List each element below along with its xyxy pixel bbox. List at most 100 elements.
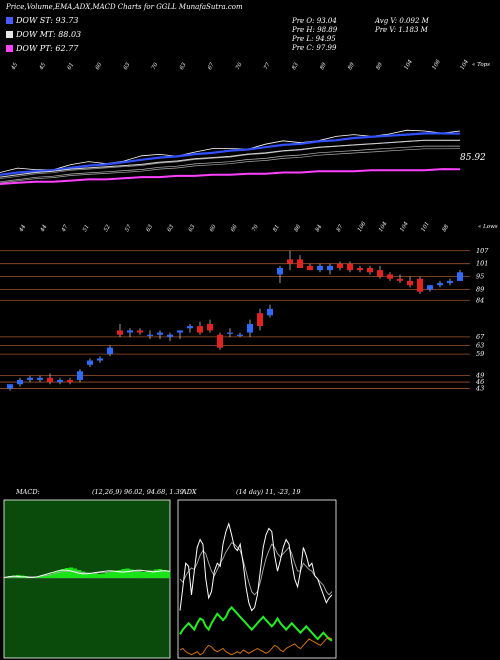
price-level-label: 95 [476, 273, 484, 281]
macd-hist-bar [64, 568, 70, 578]
price-level-label: 63 [476, 341, 484, 349]
price-level-label: 67 [476, 333, 485, 341]
legend-st: DOW ST: 93.73 [6, 16, 78, 25]
price-low-label: 44 [39, 224, 48, 234]
candle-body [257, 313, 263, 327]
ema-top-label: 61 [67, 62, 76, 71]
candle-body [197, 326, 203, 333]
macd-hist-bar [117, 570, 122, 578]
macd-hist-bar [101, 573, 106, 578]
legend-mt-label: DOW MT: 88.03 [16, 30, 82, 39]
adx-di-green-line [179, 605, 333, 642]
ema-panel: 45 45 61 60 63 70 63 67 70 77 83 89 89 89 104 106 104 « T… [0, 58, 490, 185]
price-low-label: 66 [230, 224, 239, 233]
price-low-label: 70 [251, 224, 260, 233]
price-level-label: 59 [476, 350, 484, 358]
ema-top-label: 45 [10, 62, 19, 72]
ema-top-label: 70 [151, 62, 160, 71]
ema-envelope-line [0, 140, 460, 180]
price-low-label: 84 [315, 224, 324, 233]
info-pre-volume: Pre V: 1.183 M [375, 26, 428, 34]
ema-top-label: 89 [319, 62, 328, 71]
macd-hist-bar [105, 572, 110, 578]
info-pre-open: Pre O: 93.04 [292, 17, 337, 25]
candle-body [157, 332, 163, 335]
ema-series-1 [0, 139, 460, 178]
chart-title: Price,Volume,EMA,ADX,MACD Charts for GGL… [6, 3, 243, 11]
price-low-label: 57 [124, 224, 133, 233]
macd-hist-bar [125, 568, 130, 578]
info-avg-volume: Avg V: 0.092 M [375, 17, 429, 25]
candle-body [387, 274, 393, 279]
ema-top-label: 70 [235, 62, 244, 71]
ema-top-label: 60 [95, 62, 104, 71]
candle-body [117, 330, 123, 335]
candle-body [287, 259, 293, 264]
ema-top-label: 89 [347, 62, 356, 71]
adx-label: ADX [181, 488, 197, 496]
legend-pt-swatch [6, 45, 13, 52]
candle-body [407, 280, 413, 286]
candle-body [97, 358, 103, 361]
price-low-label: 47 [60, 224, 69, 234]
macd-hist-bar [137, 571, 142, 578]
info-pre-high: Pre H: 98.89 [292, 26, 338, 34]
price-low-label: 63 [167, 224, 176, 233]
price-level-label: 43 [475, 385, 484, 393]
price-low-label: 63 [145, 224, 154, 233]
adx-panel: ADX (14 day) 11, -23, 19 [177, 488, 337, 659]
candle-body [397, 278, 403, 281]
candle-body [77, 371, 83, 380]
candle-body [47, 377, 53, 383]
macd-hist-bar [157, 569, 163, 578]
macd-hist-bar [76, 570, 82, 578]
price-low-label: 101 [420, 221, 430, 233]
ema-top-label: 63 [123, 62, 132, 71]
price-lows-label: « Lows [478, 224, 498, 230]
info-pre-close: Pre C: 97.99 [292, 44, 337, 52]
legend-pt-label: DOW PT: 62.77 [16, 44, 79, 53]
macd-hist-bar [97, 574, 102, 578]
candle-body [337, 263, 343, 268]
ema-top-label: 67 [207, 62, 216, 71]
candle-body [147, 334, 153, 336]
candle-body [347, 263, 353, 271]
ema-top-label: 106 [431, 58, 442, 71]
macd-hist-bar [129, 569, 134, 578]
candle-body [137, 330, 143, 333]
ema-top-label: 104 [403, 58, 414, 71]
candle-body [207, 323, 213, 331]
macd-hist-bar [48, 573, 53, 578]
price-level-label: 89 [476, 286, 484, 294]
macd-hist-bar [84, 572, 90, 578]
price-low-label: 52 [103, 224, 112, 233]
price-low-label: 106 [357, 220, 368, 233]
ema-top-label: 77 [263, 62, 272, 71]
price-low-label: 104 [378, 220, 389, 233]
candle-body [357, 267, 363, 271]
candle-body [247, 323, 253, 333]
candle-body [447, 280, 453, 284]
ema-top-label: 89 [375, 62, 384, 71]
candle-body [437, 283, 443, 286]
ema-envelope-line [0, 139, 460, 178]
price-low-label: 63 [188, 224, 197, 233]
macd-hist-bar [93, 573, 98, 578]
ema-envelope-line [0, 148, 461, 184]
candle-body [457, 272, 463, 281]
macd-hist-bar [145, 571, 151, 578]
legend-st-swatch [6, 17, 13, 24]
macd-hist-bar [113, 570, 118, 578]
macd-hist-bar [153, 569, 159, 578]
info-pre-low: Pre L: 94.95 [292, 35, 336, 43]
macd-hist-bar [89, 573, 94, 578]
candle-body [307, 265, 313, 271]
ema-top-label: 45 [38, 62, 47, 72]
price-level-label: 84 [476, 296, 484, 304]
macd-hist-bar [72, 568, 78, 578]
macd-hist-bar [149, 570, 155, 578]
candle-body [187, 326, 193, 329]
candle-body [427, 285, 433, 290]
price-low-label: 86 [293, 224, 302, 233]
